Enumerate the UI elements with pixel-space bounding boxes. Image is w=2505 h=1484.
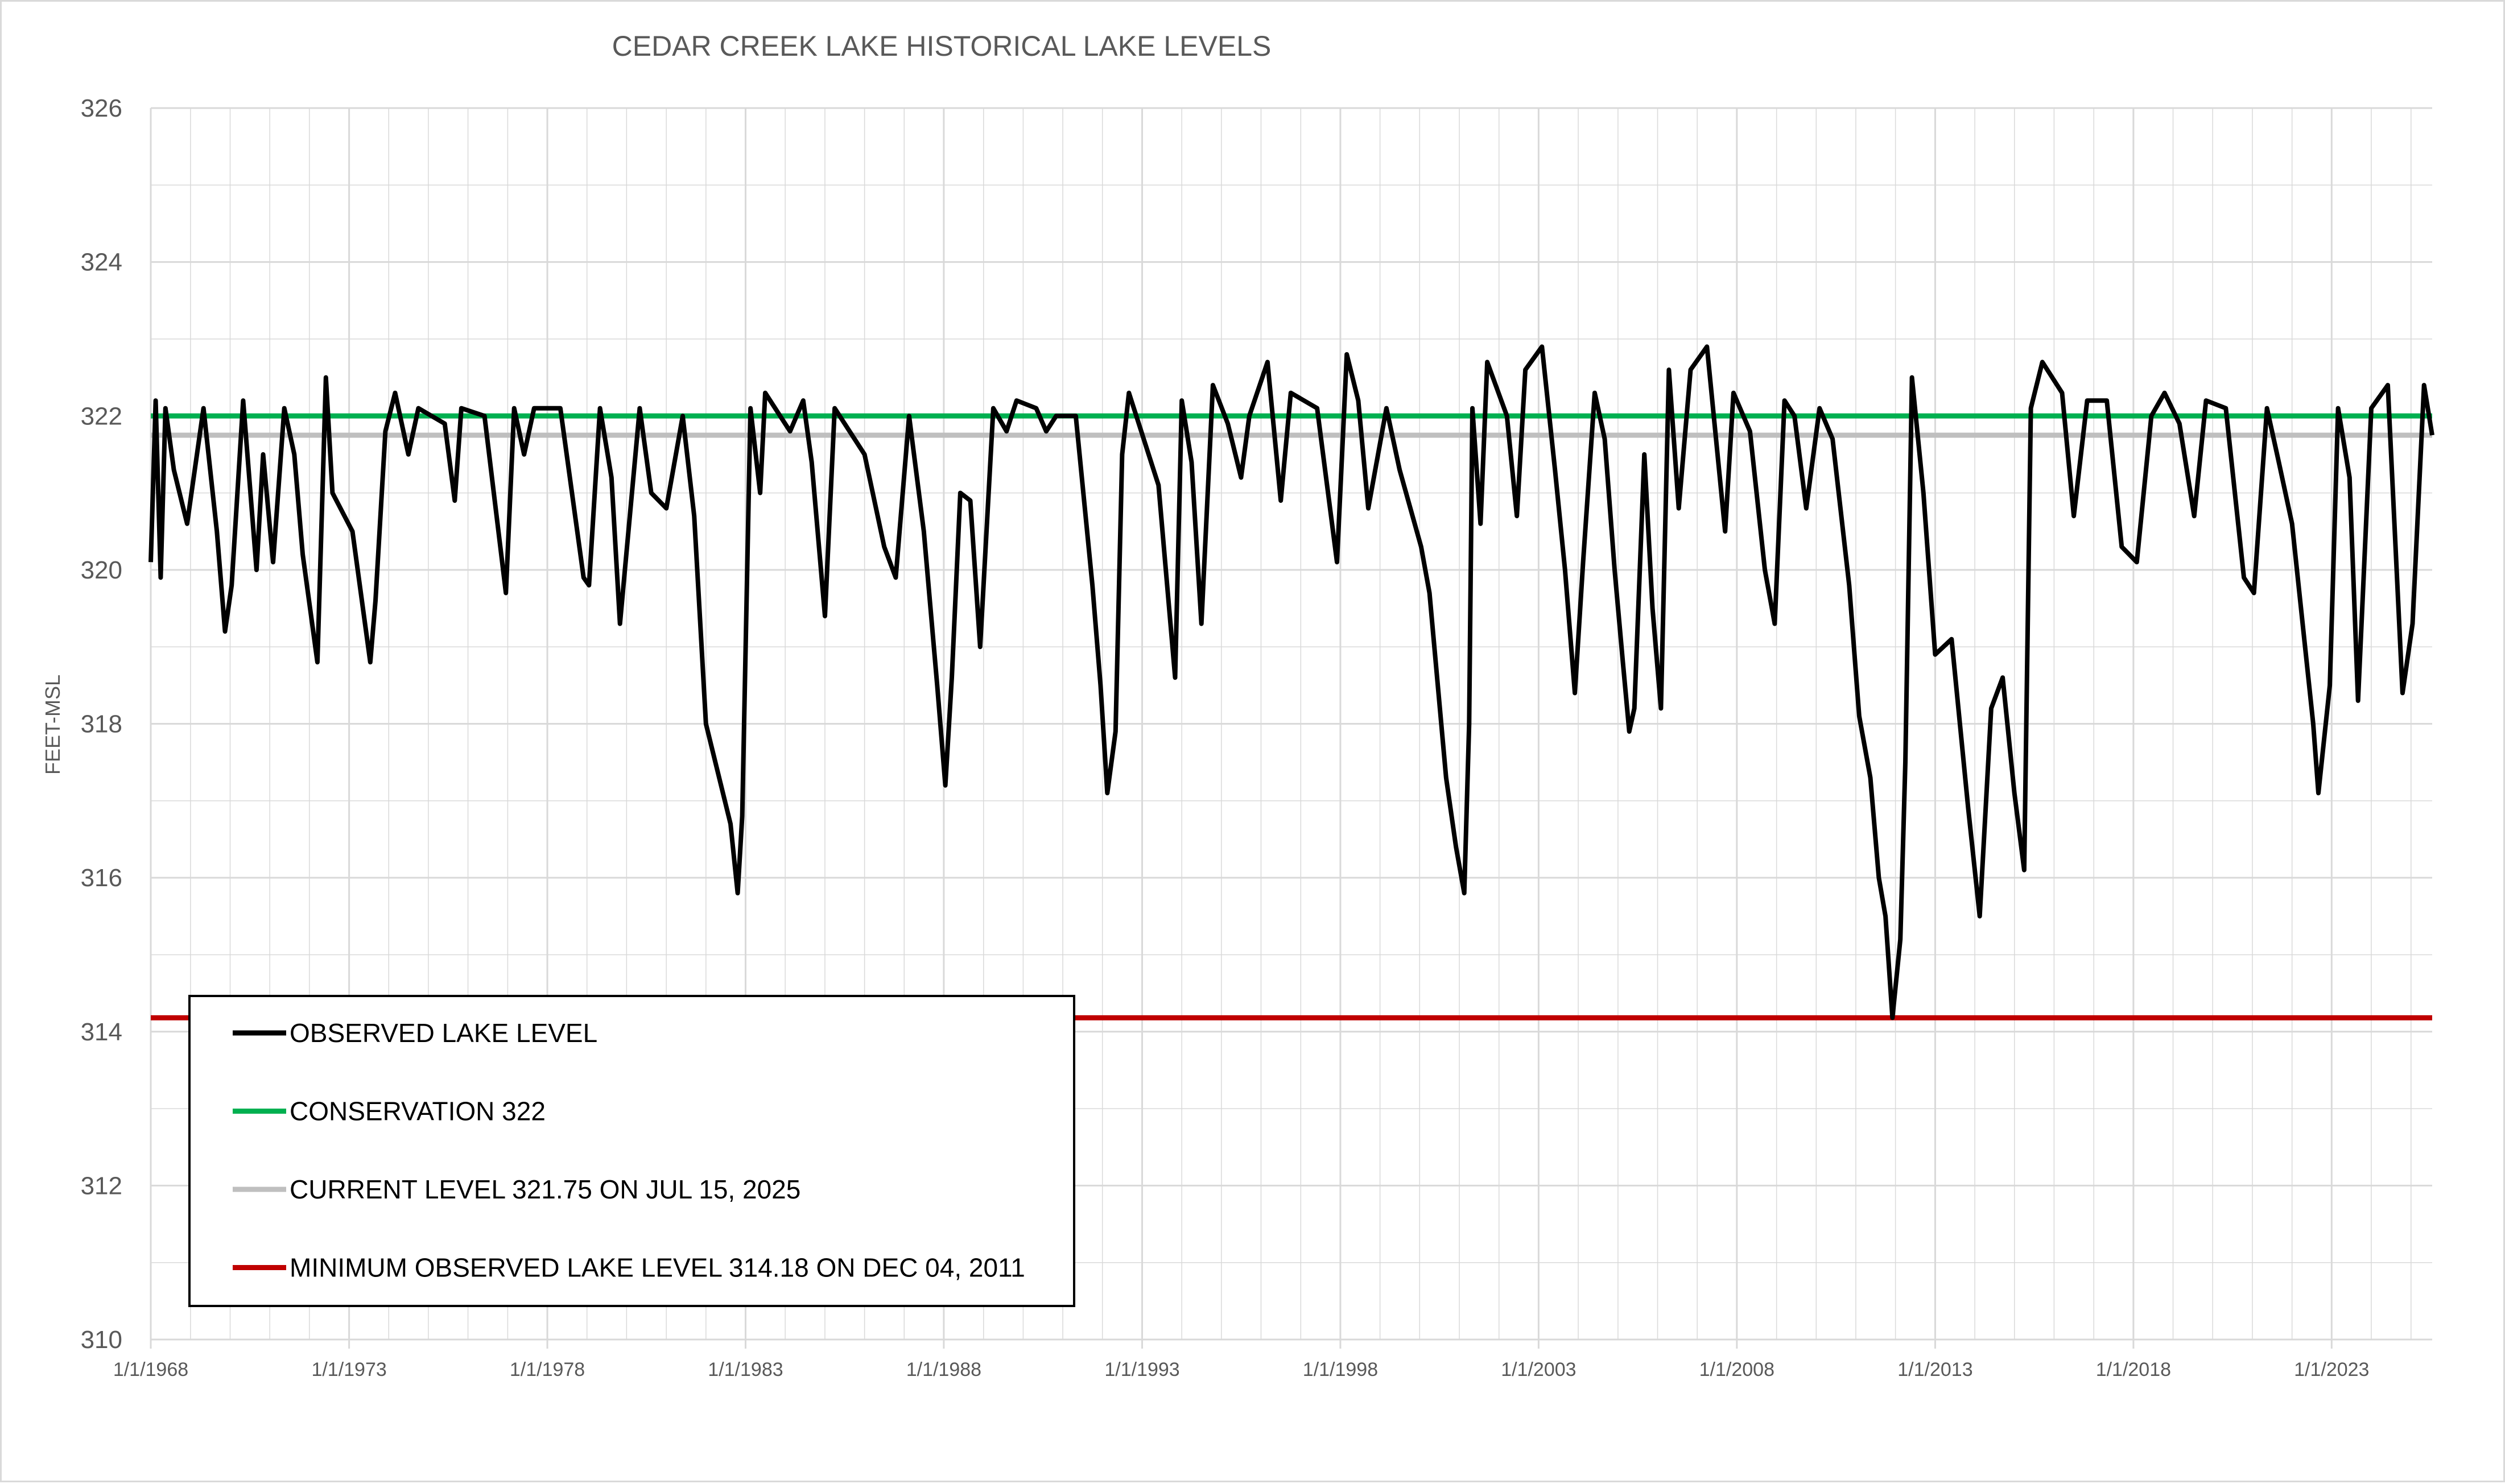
x-tick-label: 1/1/2003 — [1501, 1359, 1576, 1380]
x-tick-label: 1/1/1983 — [708, 1359, 783, 1380]
x-tick-label: 1/1/1973 — [311, 1359, 386, 1380]
x-tick-label: 1/1/1988 — [906, 1359, 981, 1380]
y-tick-label: 326 — [81, 94, 122, 122]
y-tick-label: 312 — [81, 1172, 122, 1200]
observed-series — [148, 344, 2434, 1020]
legend-entry-label: CURRENT LEVEL 321.75 ON JUL 15, 2025 — [290, 1175, 800, 1204]
legend-entry-label: MINIMUM OBSERVED LAKE LEVEL 314.18 ON DE… — [290, 1253, 1025, 1283]
y-tick-label: 318 — [81, 710, 122, 738]
y-tick-label: 324 — [81, 249, 122, 276]
legend: OBSERVED LAKE LEVEL CONSERVATION 322 CURRE… — [188, 995, 1075, 1307]
x-tick-label: 1/1/2008 — [1699, 1359, 1774, 1380]
y-tick-label: 320 — [81, 556, 122, 584]
axes: 310 312 314 316 318 320 322 324 326 1/1/1968 1/1/1… — [81, 94, 2432, 1380]
legend-entry-label: OBSERVED LAKE LEVEL — [290, 1018, 597, 1048]
y-axis-label: FEET-MSL — [41, 675, 64, 775]
y-tick-label: 316 — [81, 864, 122, 892]
x-tick-label: 1/1/2023 — [2294, 1359, 2369, 1380]
x-tick-label: 1/1/2018 — [2096, 1359, 2171, 1380]
x-tick-label: 1/1/1978 — [510, 1359, 585, 1380]
y-tick-label: 310 — [81, 1326, 122, 1354]
x-tick-label: 1/1/2013 — [1897, 1359, 1972, 1380]
x-tick-label: 1/1/1993 — [1104, 1359, 1179, 1380]
observed-lake-level-line — [148, 344, 2434, 1020]
y-tick-label: 322 — [81, 402, 122, 430]
y-tick-label: 314 — [81, 1018, 122, 1046]
legend-box — [188, 995, 1075, 1307]
x-tick-label: 1/1/1968 — [113, 1359, 188, 1380]
x-tick-label: 1/1/1998 — [1303, 1359, 1378, 1380]
legend-entry-label: CONSERVATION 322 — [290, 1097, 546, 1126]
chart-title: CEDAR CREEK LAKE HISTORICAL LAKE LEVELS — [612, 30, 1272, 62]
reference-lines — [151, 413, 2432, 1020]
